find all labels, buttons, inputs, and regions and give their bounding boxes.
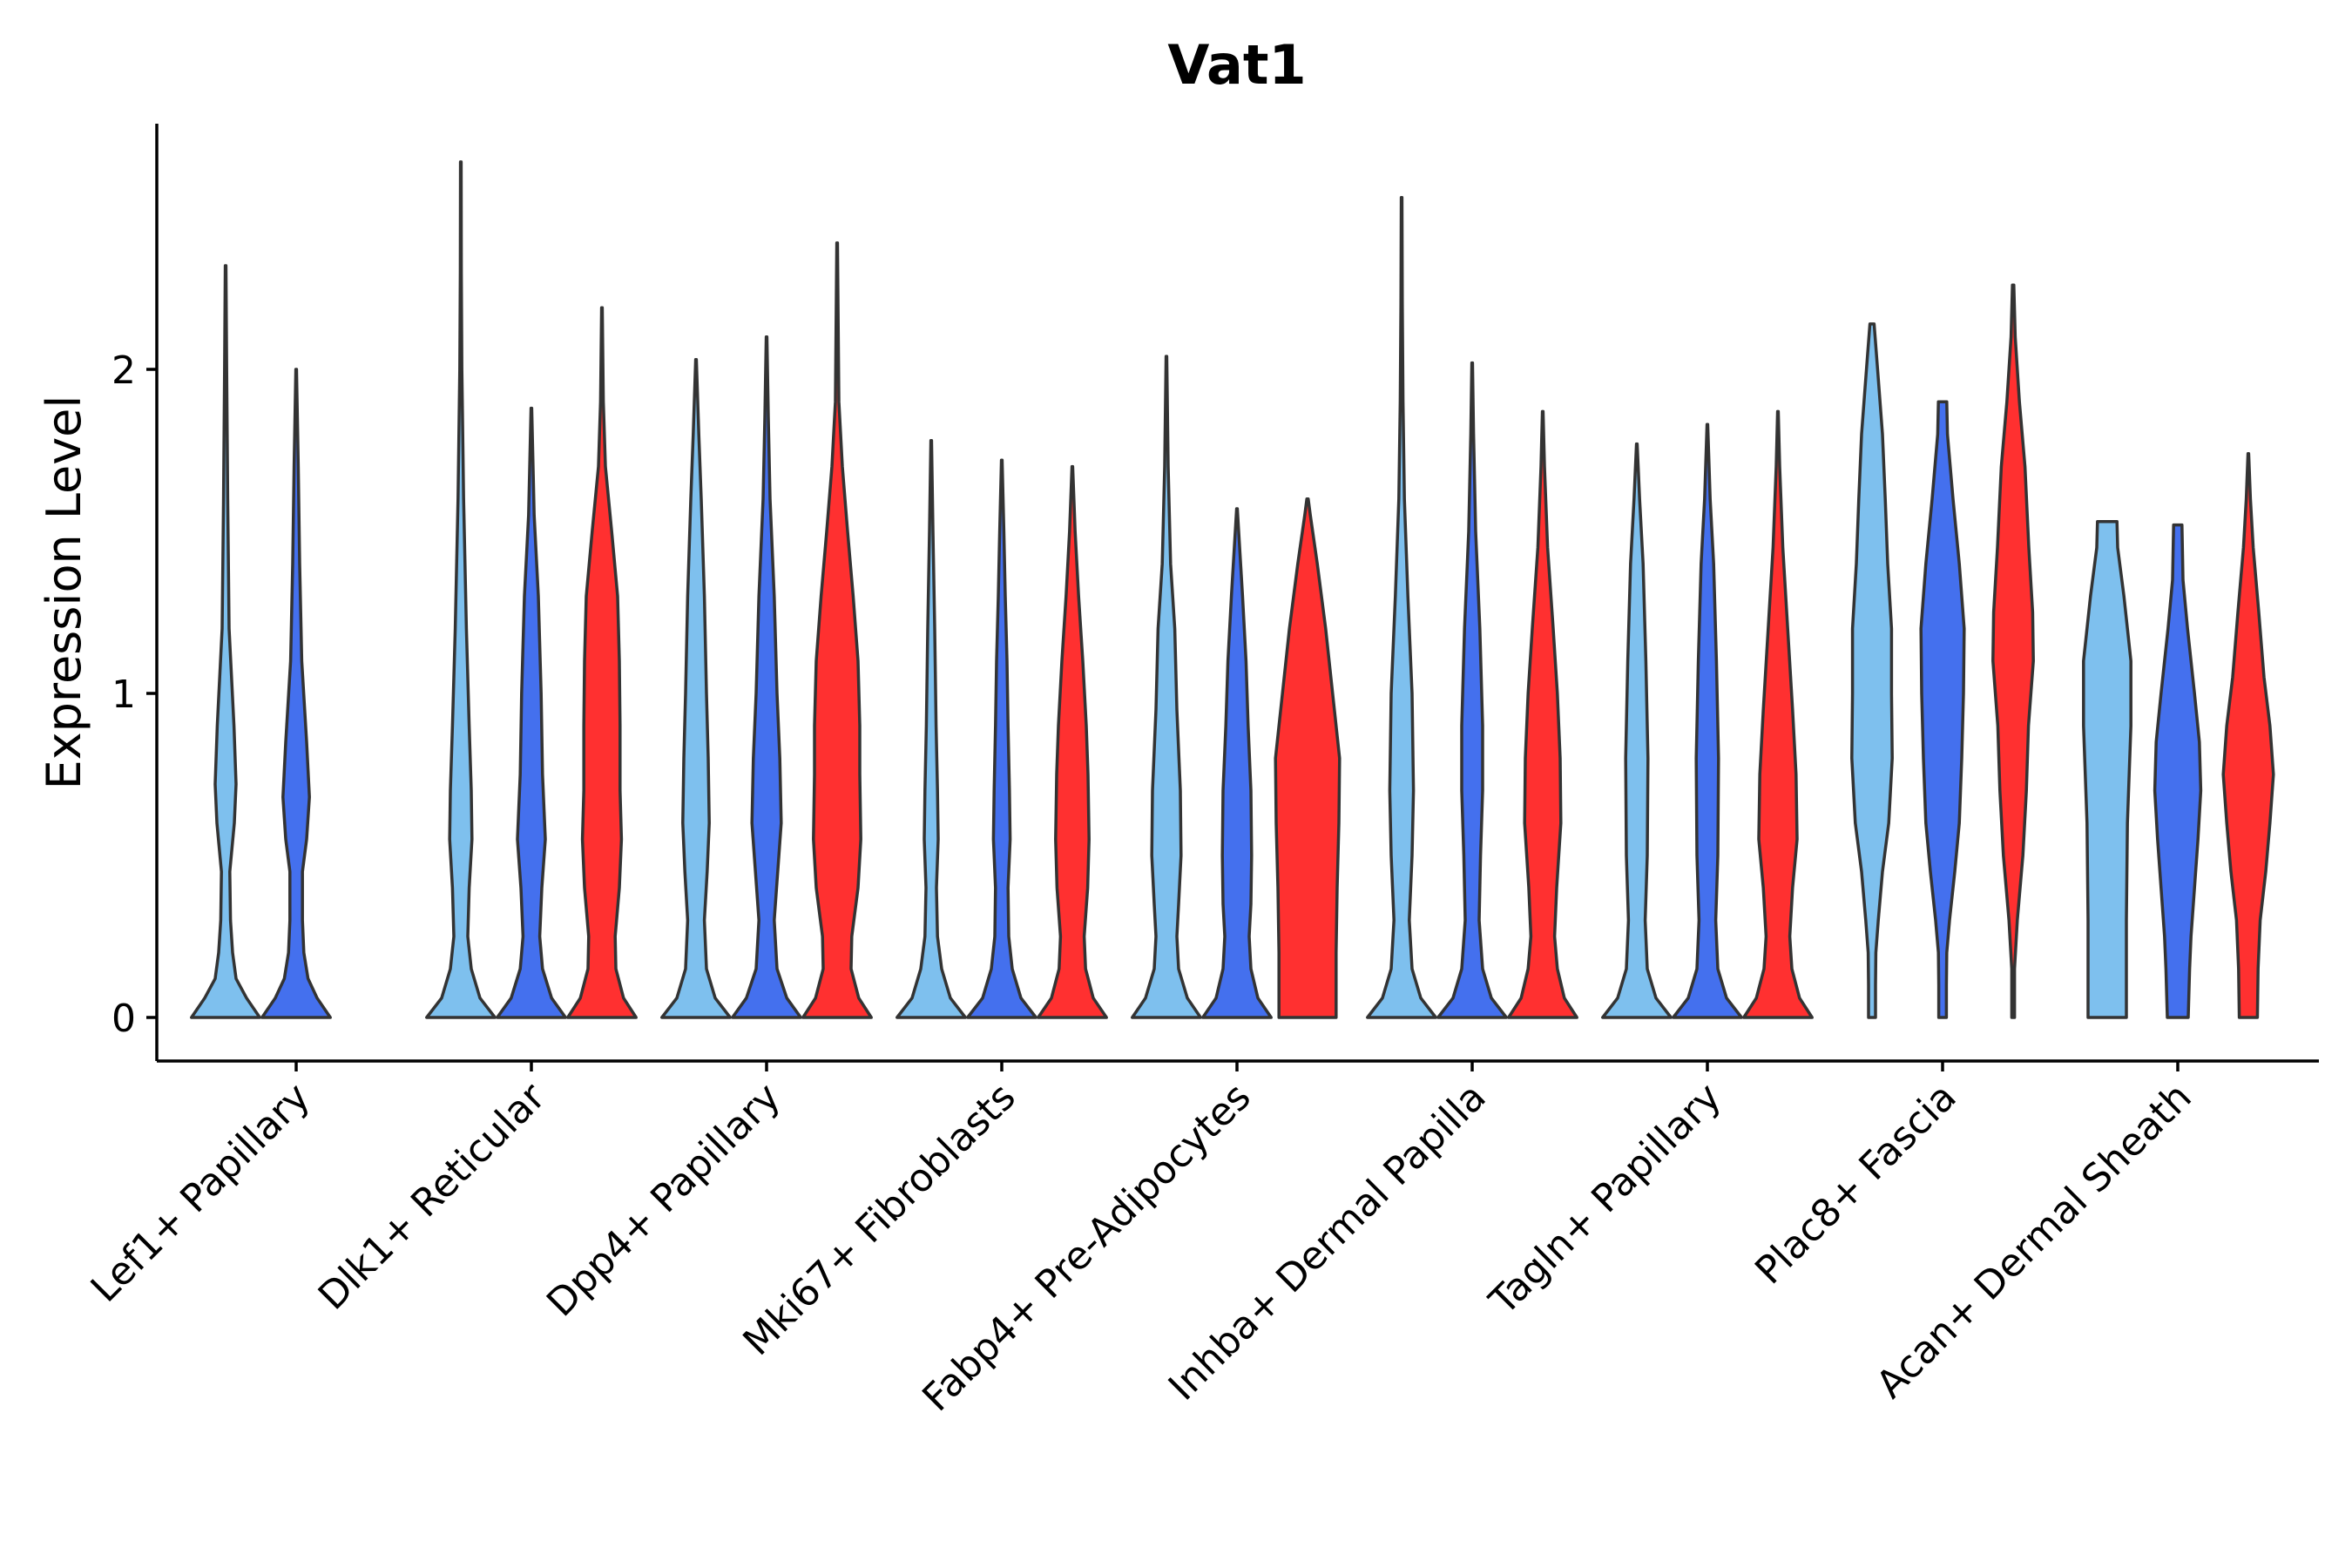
x-tick-label-dlk1-reticular: Dlk1+ Reticular [310,1074,555,1319]
y-tick-label-2: 2 [112,348,136,393]
x-tick-label-tagln-papillary: Tagln+ Papillary [1481,1075,1730,1324]
violin-tagln-papillary-group-2 [1672,422,1743,1019]
chart-title: Vat1 [1167,33,1306,97]
x-tick-label-plac8-fascia: Plac8+ Fascia [1747,1075,1965,1294]
y-tick-label-0: 0 [112,997,136,1041]
y-axis-ticks: 0 1 2 [112,348,157,1041]
violin-acan-dermal-sheath-group-3 [2221,451,2275,1019]
violin-plac8-fascia-group-1 [1850,322,1894,1019]
violin-dpp4-papillary-group-2 [731,335,802,1019]
x-tick-label-dpp4-papillary: Dpp4+ Papillary [538,1075,789,1326]
violin-lef1-papillary-group-2 [260,368,332,1019]
violin-dlk1-reticular-group-1 [425,160,497,1019]
violin-plac8-fascia-group-3 [1991,283,2035,1019]
violin-inhba-dermal-papilla-group-1 [1366,196,1437,1019]
violin-fabp4-pre-adipocytes-group-2 [1201,507,1273,1019]
violin-dlk1-reticular-group-2 [496,406,567,1019]
violin-mki67-fibroblasts-group-1 [896,439,967,1019]
violin-inhba-dermal-papilla-group-2 [1436,361,1508,1019]
y-tick-label-1: 1 [112,672,136,717]
violin-mki67-fibroblasts-group-3 [1037,464,1108,1019]
violin-dlk1-reticular-group-3 [566,306,638,1019]
violin-inhba-dermal-papilla-group-3 [1507,409,1578,1019]
violin-fabp4-pre-adipocytes-group-1 [1131,355,1202,1019]
violin-mki67-fibroblasts-group-2 [966,458,1037,1019]
violin-tagln-papillary-group-1 [1601,442,1673,1019]
violin-acan-dermal-sheath-group-1 [2082,520,2132,1019]
violin-dpp4-papillary-group-1 [660,358,732,1019]
violin-dpp4-papillary-group-3 [801,241,873,1019]
violin-fabp4-pre-adipocytes-group-3 [1274,497,1342,1019]
violin-plac8-fascia-group-2 [1919,400,1966,1019]
violin-acan-dermal-sheath-group-2 [2153,523,2203,1019]
violins-layer [190,160,2275,1019]
y-axis-title: Expression Level [37,395,91,790]
violin-lef1-papillary-group-1 [190,264,261,1019]
x-tick-label-lef1-papillary: Lef1+ Papillary [83,1075,319,1311]
violin-tagln-papillary-group-3 [1742,409,1814,1019]
